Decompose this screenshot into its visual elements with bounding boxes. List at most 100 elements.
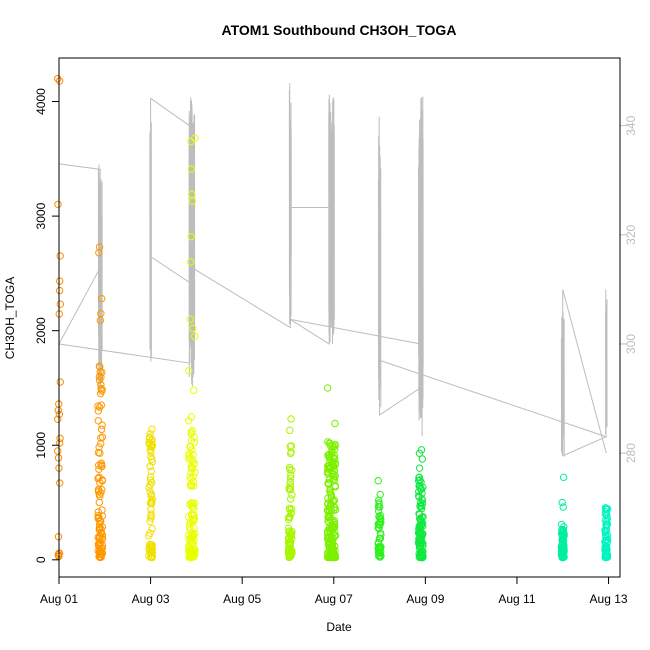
data-point xyxy=(415,542,424,550)
data-point xyxy=(148,425,156,433)
data-point xyxy=(286,478,294,486)
data-point xyxy=(331,483,340,491)
data-point xyxy=(559,473,568,482)
data-point xyxy=(146,543,155,551)
data-point xyxy=(185,452,193,460)
data-point xyxy=(323,469,332,477)
y-tick-label: 1000 xyxy=(34,432,48,459)
data-point xyxy=(54,415,62,424)
data-point xyxy=(146,473,155,481)
data-point xyxy=(147,467,155,475)
data-point xyxy=(186,553,194,562)
data-point xyxy=(374,524,382,532)
data-point xyxy=(189,553,198,561)
data-point xyxy=(98,486,106,494)
x-axis-label: Date xyxy=(326,620,352,634)
data-point xyxy=(377,547,385,556)
data-point xyxy=(147,510,155,518)
data-point xyxy=(287,495,295,503)
data-point xyxy=(602,521,610,530)
data-point xyxy=(97,439,105,448)
data-point xyxy=(287,471,295,479)
data-point xyxy=(147,514,155,522)
data-point xyxy=(186,258,195,266)
data-point xyxy=(286,485,295,494)
data-point xyxy=(284,549,293,558)
data-point xyxy=(146,553,155,562)
data-point xyxy=(323,384,332,392)
data-point xyxy=(189,324,197,333)
y2-tick-label: 340 xyxy=(624,115,638,135)
data-point xyxy=(415,464,424,472)
data-point xyxy=(96,553,104,561)
data-point xyxy=(324,479,332,488)
data-point xyxy=(284,538,293,547)
data-point xyxy=(190,460,198,469)
data-point xyxy=(376,514,384,523)
data-point xyxy=(415,449,424,457)
data-point xyxy=(190,504,198,513)
data-point xyxy=(417,529,425,537)
data-point xyxy=(603,551,612,559)
data-point xyxy=(187,499,196,508)
data-point xyxy=(603,553,612,561)
data-point xyxy=(324,438,332,446)
x-tick-label: Aug 05 xyxy=(223,592,261,606)
data-point xyxy=(286,545,294,553)
data-point xyxy=(327,500,335,509)
data-point xyxy=(96,368,104,376)
data-point xyxy=(95,498,104,507)
data-point xyxy=(184,455,193,463)
data-point xyxy=(559,503,567,511)
data-point xyxy=(326,439,334,448)
data-point xyxy=(95,249,103,257)
data-point xyxy=(324,500,332,509)
data-point xyxy=(329,526,337,534)
data-point xyxy=(559,528,568,536)
data-point xyxy=(187,137,195,146)
data-point xyxy=(601,510,610,518)
data-point xyxy=(97,401,106,409)
data-point xyxy=(559,551,567,559)
data-point xyxy=(187,468,195,476)
points-layer xyxy=(54,74,612,562)
data-point xyxy=(324,553,332,562)
data-point xyxy=(56,479,64,487)
altitude-layer xyxy=(58,83,608,457)
altitude-line xyxy=(58,97,608,457)
data-point xyxy=(374,477,382,485)
data-point xyxy=(376,529,385,537)
x-tick-label: Aug 13 xyxy=(590,592,628,606)
x-tick-label: Aug 11 xyxy=(498,592,535,606)
data-point xyxy=(147,498,156,507)
data-point xyxy=(56,434,64,443)
data-point xyxy=(148,545,156,553)
data-point xyxy=(56,378,65,386)
data-point xyxy=(374,507,383,515)
data-point xyxy=(186,315,195,323)
data-point xyxy=(98,421,106,429)
chart-title: ATOM1 Southbound CH3OH_TOGA xyxy=(222,22,457,38)
data-point xyxy=(376,549,384,557)
data-point xyxy=(145,531,153,540)
data-point xyxy=(95,490,104,498)
y-tick-label: 0 xyxy=(34,556,48,563)
data-point xyxy=(329,533,337,542)
data-point xyxy=(419,522,427,530)
data-point xyxy=(189,386,198,394)
data-point xyxy=(416,521,424,530)
data-point xyxy=(330,520,339,529)
x-tick-label: Aug 01 xyxy=(40,592,78,606)
y2-tick-label: 300 xyxy=(624,334,638,354)
data-point xyxy=(190,524,198,533)
data-point xyxy=(376,511,385,520)
data-point xyxy=(146,462,154,471)
data-point xyxy=(190,536,198,544)
data-point xyxy=(601,528,610,537)
data-point xyxy=(331,419,339,428)
data-point xyxy=(191,468,199,476)
y-tick-label: 3000 xyxy=(34,202,48,229)
data-point xyxy=(284,524,293,532)
